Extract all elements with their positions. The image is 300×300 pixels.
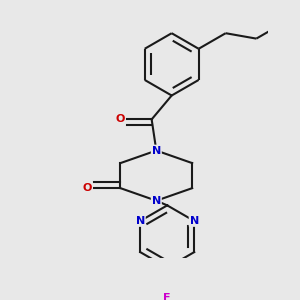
Text: F: F [164,293,171,300]
Text: O: O [82,183,92,193]
Text: N: N [152,146,161,155]
Text: N: N [190,216,199,226]
Text: N: N [136,216,145,226]
Text: O: O [115,114,124,124]
Text: N: N [152,196,161,206]
